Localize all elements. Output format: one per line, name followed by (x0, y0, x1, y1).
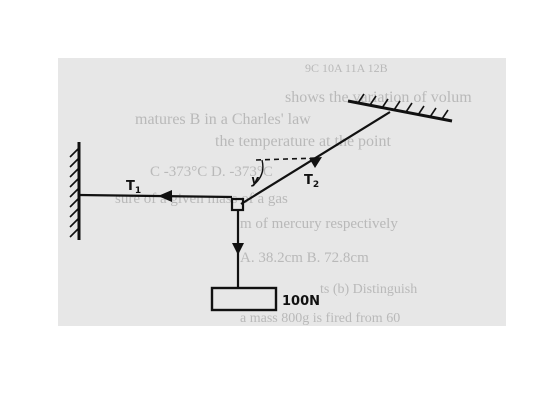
paper-background (58, 58, 506, 326)
ceiling-support (347, 93, 453, 123)
ghost-line: C -373°C D. -373°C (150, 164, 273, 180)
string-weight (232, 210, 244, 288)
ghost-line: shows the variation of volum (285, 89, 472, 106)
bleed-through-text: 9C 10A 11A 12B shows the variation of vo… (115, 61, 472, 326)
ghost-line: the temperature at the point (215, 133, 391, 150)
string-t1 (78, 190, 233, 202)
string-t2 (240, 111, 391, 205)
label-angle: y (251, 173, 260, 187)
ghost-line: a mass 800g is fired from 60 (240, 311, 400, 326)
label-weight: 100N (282, 294, 320, 309)
arrow-left-icon (158, 190, 172, 202)
weight-block (210, 286, 278, 312)
ghost-line: matures B in a Charles' law (135, 111, 311, 128)
ghost-line: m of mercury respectively (240, 216, 398, 232)
label-t2: T2 (304, 173, 319, 190)
ghost-line: A. 38.2cm B. 72.8cm (240, 250, 369, 266)
ghost-line: ts (b) Distinguish (320, 282, 417, 297)
arrow-down-icon (232, 243, 244, 255)
ghost-line: 9C 10A 11A 12B (305, 61, 388, 75)
angle-arc (251, 159, 264, 187)
arrow-up-right-icon (309, 157, 322, 168)
left-wall (69, 142, 81, 240)
dashed-reference-line (255, 157, 319, 161)
label-t1: T1 (126, 179, 141, 196)
